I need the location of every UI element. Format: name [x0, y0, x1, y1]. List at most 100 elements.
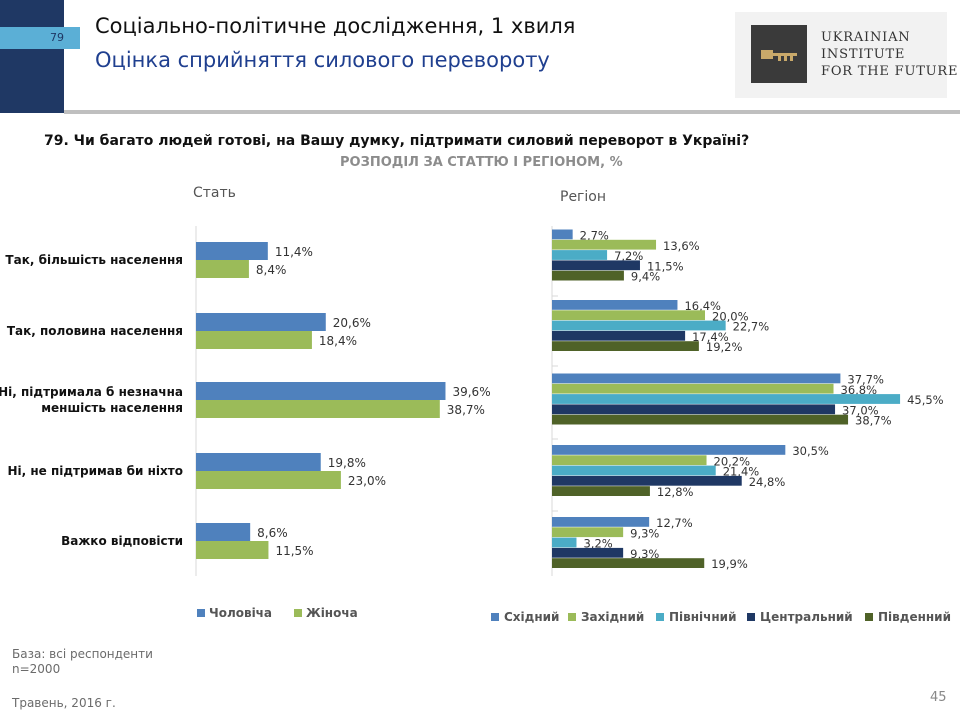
page-number: 45: [930, 690, 947, 705]
institute-logo: Ukrainian Institute for the Future: [735, 12, 958, 98]
region-data-label: 37,7%: [847, 373, 884, 387]
region-bar-1: [552, 527, 624, 538]
region-data-label: 22,7%: [733, 320, 770, 334]
region-bar-4: [552, 486, 650, 496]
region-bar-3: [552, 404, 836, 415]
logo-line: for the Future: [821, 64, 959, 79]
gender-bar-male: [196, 382, 446, 400]
region-data-label: 45,5%: [907, 393, 944, 407]
region-data-label: 20,2%: [714, 454, 751, 468]
region-bar-2: [552, 537, 577, 548]
gender-bar-male: [196, 242, 268, 260]
region-data-label: 7,2%: [614, 249, 643, 263]
region-bar-1: [552, 383, 834, 394]
page-subtitle: Оцінка сприйняття силового перевороту: [95, 48, 550, 72]
region-legend-swatch: [568, 613, 576, 621]
header-sidebar-block: [0, 0, 64, 113]
region-bar-3: [552, 547, 624, 558]
logo-line: Ukrainian: [821, 30, 911, 45]
region-data-label: 16,4%: [684, 299, 721, 313]
key-logo-icon: [751, 25, 807, 83]
gender-category-label: Так, більшість населення: [5, 253, 183, 267]
region-bar-1: [552, 310, 705, 321]
gender-category-label: Так, половина населення: [7, 324, 183, 338]
gender-data-label: 38,7%: [447, 403, 485, 417]
gender-chart-title: Стать: [193, 185, 236, 201]
region-data-label: 20,0%: [712, 309, 749, 323]
region-bar-4: [552, 414, 849, 425]
gender-data-label: 11,4%: [275, 245, 313, 259]
distribution-label: РОЗПОДІЛ ЗА СТАТТЮ І РЕГІОНОМ, %: [340, 155, 623, 170]
region-data-label: 13,6%: [663, 239, 700, 253]
region-data-label: 38,7%: [855, 414, 892, 428]
region-bar-0: [552, 517, 650, 527]
region-bar-4: [552, 341, 699, 351]
gender-data-label: 11,5%: [275, 544, 313, 558]
header-divider: [64, 110, 960, 114]
region-bar-0: [552, 373, 841, 384]
region-bar-1: [552, 455, 707, 466]
region-legend-swatch: [747, 613, 755, 621]
region-data-label: 9,3%: [630, 547, 659, 561]
gender-data-label: 18,4%: [319, 334, 357, 348]
region-bar-2: [552, 250, 608, 260]
gender-data-label: 20,6%: [333, 316, 371, 330]
region-data-label: 19,2%: [706, 340, 743, 354]
gender-data-label: 19,8%: [328, 456, 366, 470]
page-title: Соціально-політичне дослідження, 1 хвиля: [95, 14, 576, 38]
region-bar-0: [552, 229, 573, 240]
region-data-label: 12,8%: [657, 485, 694, 499]
region-bar-1: [552, 239, 657, 250]
region-bar-2: [552, 320, 726, 331]
gender-bar-female: [196, 541, 269, 559]
gender-data-label: 23,0%: [348, 474, 386, 488]
region-data-label: 11,5%: [647, 259, 684, 273]
region-data-label: 17,4%: [692, 330, 729, 344]
region-data-label: 21,4%: [723, 465, 760, 479]
sample-size: n=2000: [12, 662, 61, 676]
base-text: База: всі респонденти: [12, 647, 153, 661]
region-data-label: 36,8%: [841, 383, 878, 397]
footer-date: Травень, 2016 г.: [12, 696, 116, 710]
gender-legend-swatch: [197, 609, 205, 617]
gender-data-label: 8,6%: [257, 526, 288, 540]
region-bar-3: [552, 260, 640, 271]
region-bar-3: [552, 475, 742, 486]
region-legend-swatch: [656, 613, 664, 621]
region-legend-swatch: [865, 613, 873, 621]
region-bar-2: [552, 465, 716, 476]
gender-bar-female: [196, 331, 312, 349]
gender-data-label: 39,6%: [452, 385, 490, 399]
logo-line: Institute: [821, 47, 906, 62]
gender-data-label: 8,4%: [256, 263, 286, 277]
region-legend-label: Південний: [878, 610, 951, 624]
region-data-label: 2,7%: [580, 229, 609, 243]
gender-bar-male: [196, 523, 251, 541]
region-data-label: 19,9%: [711, 557, 748, 571]
region-bar-0: [552, 445, 786, 455]
gender-legend-label: Жіноча: [306, 606, 358, 620]
gender-bar-male: [196, 453, 321, 471]
gender-category-label: Важко відповісти: [61, 534, 183, 548]
gender-bar-male: [196, 313, 326, 331]
slide-number: 79: [0, 27, 80, 49]
region-legend-label: Північний: [669, 610, 737, 624]
region-data-label: 24,8%: [749, 475, 786, 489]
region-data-label: 30,5%: [792, 444, 829, 458]
region-bar-4: [552, 270, 624, 281]
region-data-label: 12,7%: [656, 516, 693, 530]
region-bar-4: [552, 558, 705, 568]
region-bar-0: [552, 300, 678, 310]
region-data-label: 9,3%: [630, 526, 659, 540]
gender-bar-female: [196, 471, 341, 489]
logo-text: Ukrainian Institute for the Future: [821, 29, 958, 80]
region-data-label: 37,0%: [842, 403, 879, 417]
region-bar-3: [552, 330, 686, 341]
gender-category-label: Ні, не підтримав би ніхто: [7, 464, 183, 478]
gender-category-label: Ні, підтримала б незначна: [0, 385, 183, 399]
gender-legend-label: Чоловіча: [209, 606, 272, 620]
region-data-label: 3,2%: [583, 537, 612, 551]
region-legend-label: Східний: [504, 610, 559, 624]
footer-base: База: всі респонденти n=2000: [12, 647, 153, 677]
